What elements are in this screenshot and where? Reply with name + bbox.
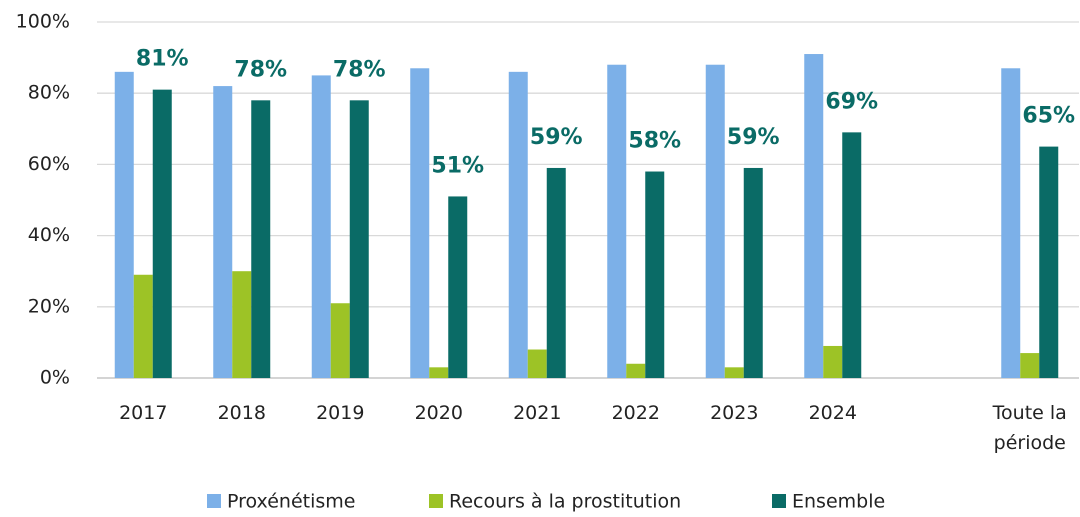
bar (232, 271, 252, 378)
bar (251, 100, 271, 378)
bar (213, 86, 233, 378)
x-tick-label: Toute la période (992, 402, 1067, 454)
x-tick-label: 2023 (710, 402, 759, 424)
x-tick-label: 2018 (217, 402, 266, 424)
bar (1020, 353, 1040, 378)
bar (1039, 146, 1059, 378)
legend-label: Ensemble (792, 491, 885, 513)
bar (645, 171, 665, 378)
legend-label: Proxénétisme (227, 491, 355, 513)
bar (114, 71, 134, 378)
bar (349, 100, 369, 378)
y-tick-label: 40% (28, 224, 70, 246)
legend-swatch (429, 494, 443, 508)
bar (330, 303, 350, 378)
x-tick-label: 2017 (119, 402, 168, 424)
x-tick-label: 2020 (414, 402, 463, 424)
x-tick-label: 2021 (513, 402, 562, 424)
legend-swatch (772, 494, 786, 508)
y-tick-label: 100% (16, 11, 70, 33)
y-tick-label: 60% (28, 153, 70, 175)
bar (448, 196, 468, 378)
bar (527, 349, 547, 378)
data-label: 78% (234, 57, 287, 82)
bar (429, 367, 449, 378)
legend-label: Recours à la prostitution (449, 491, 681, 513)
x-tick-label: 2022 (611, 402, 660, 424)
bar (1001, 68, 1021, 378)
data-label: 51% (431, 153, 484, 178)
data-label: 59% (530, 125, 583, 150)
y-tick-label: 20% (28, 295, 70, 317)
bar (311, 75, 331, 379)
bar (823, 345, 843, 378)
legend-swatch (207, 494, 221, 508)
data-label: 59% (727, 125, 780, 150)
bar (705, 64, 725, 378)
bar (607, 64, 627, 378)
y-tick-label: 80% (28, 82, 70, 104)
bar (743, 167, 763, 378)
data-label: 69% (825, 89, 878, 114)
bar (626, 363, 646, 378)
bar (133, 274, 153, 378)
bar (152, 89, 172, 378)
data-label: 58% (628, 129, 681, 154)
x-tick-label: 2024 (808, 402, 857, 424)
bar (410, 68, 430, 378)
data-label: 65% (1022, 104, 1075, 129)
bar (842, 132, 862, 378)
bar (508, 71, 528, 378)
data-label: 81% (136, 47, 189, 72)
x-tick-label: 2019 (316, 402, 365, 424)
bar (546, 167, 566, 378)
bar (724, 367, 744, 378)
bar (804, 54, 824, 378)
y-tick-label: 0% (40, 367, 70, 389)
data-label: 78% (333, 57, 386, 82)
